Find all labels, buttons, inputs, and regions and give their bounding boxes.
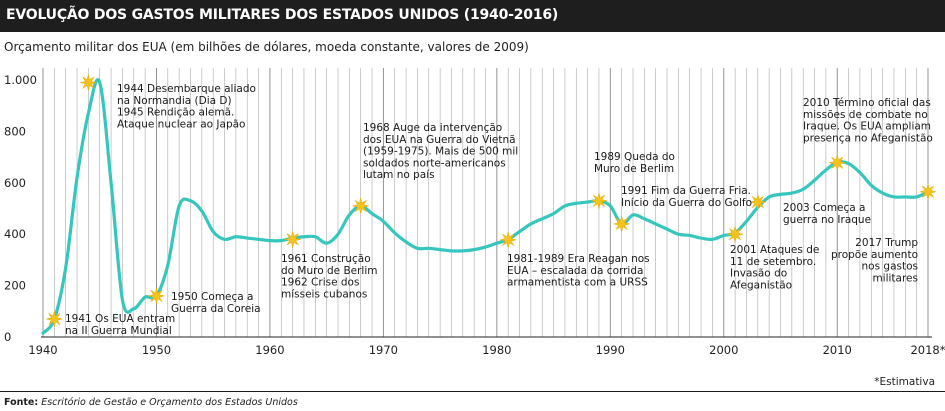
x-tick-label: 1950 (142, 343, 171, 357)
series-line (41, 78, 930, 335)
x-tick-label: 1940 (28, 343, 57, 357)
x-tick-label: 1970 (369, 343, 398, 357)
star-marker-icon (727, 226, 744, 243)
annotation-text: (1959-1975). Mais de 500 mil (363, 146, 518, 158)
annotation-text: 1981-1989 Era Reagan nos (507, 253, 650, 265)
annotation-text: 1962 Crise dos (281, 277, 359, 289)
annotation-text: 1945 Rendição alemã. (117, 107, 234, 119)
annotation-text: 2001 Ataques de (730, 244, 819, 256)
x-tick-label: 2018* (910, 343, 945, 357)
star-marker-icon (500, 231, 517, 248)
x-tick-label: 1980 (482, 343, 511, 357)
annotation-text: 1944 Desembarque aliado (117, 83, 256, 95)
annotation-text: Início da Guerra do Golfo (621, 197, 752, 209)
annotation-text: 2010 Término oficial das (803, 97, 931, 109)
star-marker-icon (284, 231, 301, 248)
annotation-text: soldados norte-americanos (363, 157, 506, 169)
star-marker-icon (829, 154, 846, 171)
star-marker-icon (613, 215, 630, 232)
annotation-text: 1950 Começa a (171, 291, 253, 303)
annotation-text: Guerra da Coreia (171, 303, 261, 315)
star-marker-icon (80, 74, 97, 91)
annotation-text: 1941 Os EUA entram (65, 313, 175, 325)
annotation-text: dos EUA na Guerra do Vietnã (363, 134, 516, 146)
x-tick-label: 1990 (596, 343, 625, 357)
grid (42, 68, 929, 337)
annotation-text: 11 de setembro. (730, 256, 816, 268)
annotation-text: 2003 Começa a (783, 202, 865, 214)
annotation-text: Invasão do (730, 268, 787, 280)
star-marker-icon (46, 310, 63, 328)
estimate-note: *Estimativa (874, 376, 935, 388)
annotation-text: 2017 Trump (855, 237, 918, 249)
annotation-text: 1961 Construção (281, 253, 371, 265)
y-tick-label: 600 (4, 176, 26, 190)
y-tick-label: 0 (4, 330, 11, 344)
y-tick-label: 400 (4, 227, 26, 241)
annotation-text: EUA – escalada da corrida (507, 265, 643, 277)
star-marker-icon (919, 183, 937, 200)
annotation-text: mísseis cubanos (281, 288, 367, 300)
star-marker-icon (352, 197, 369, 214)
annotation-text: Ataque nuclear ao Japão (117, 118, 245, 130)
chart-subtitle: Orçamento militar dos EUA (em bilhões de… (4, 40, 529, 54)
star-marker-icon (590, 192, 608, 209)
annotation-text: missões de combate no (803, 109, 928, 121)
x-tick-label: 2010 (823, 343, 852, 357)
annotation-text: na Normandia (Dia D) (117, 95, 232, 107)
annotation-text: 1991 Fim da Guerra Fria. (621, 185, 751, 197)
annotation-text: guerra no Iraque (783, 214, 871, 226)
x-tick-label: 2000 (709, 343, 738, 357)
annotation-text: propõe aumento (831, 249, 918, 261)
annotation-text: 1968 Auge da intervenção (363, 122, 502, 134)
source-line: Fonte: Escritório de Gestão e Orçamento … (4, 397, 298, 408)
annotation-text: presença no Afeganistão (803, 132, 933, 144)
annotation-text: Iraque. Os EUA ampliam (803, 121, 931, 133)
source-text: Escritório de Gestão e Orçamento dos Est… (41, 397, 298, 408)
annotation-text: 1989 Queda do (594, 151, 675, 163)
annotation-text: do Muro de Berlim (281, 265, 378, 277)
axes: 0 200 400 600 800 1.000 1940 1950 1960 1970 1980 19… (4, 73, 945, 357)
star-marker-icon (148, 287, 165, 304)
series (41, 78, 930, 335)
annotation-text: lutam no país (363, 169, 435, 181)
y-tick-label: 800 (4, 124, 26, 138)
title-bar: EVOLUÇÃO DOS GASTOS MILITARES DOS ESTADO… (0, 0, 945, 32)
annotation-text: nos gastos (862, 261, 918, 273)
chart-title: EVOLUÇÃO DOS GASTOS MILITARES DOS ESTADO… (6, 7, 559, 23)
footer-divider (0, 391, 945, 392)
event-markers (46, 74, 937, 328)
y-tick-label: 1.000 (4, 73, 37, 87)
annotation-text: militares (872, 272, 918, 284)
x-tick-label: 1960 (255, 343, 284, 357)
annotation-text: Muro de Berlim (594, 163, 674, 175)
star-marker-icon (749, 194, 766, 211)
annotation-text: Afeganistão (730, 279, 792, 291)
annotation-text: na II Guerra Mundial (65, 325, 172, 337)
annotation-text: armamentista com a URSS (507, 277, 648, 289)
source-label: Fonte: (4, 397, 39, 408)
y-tick-label: 200 (4, 279, 26, 293)
